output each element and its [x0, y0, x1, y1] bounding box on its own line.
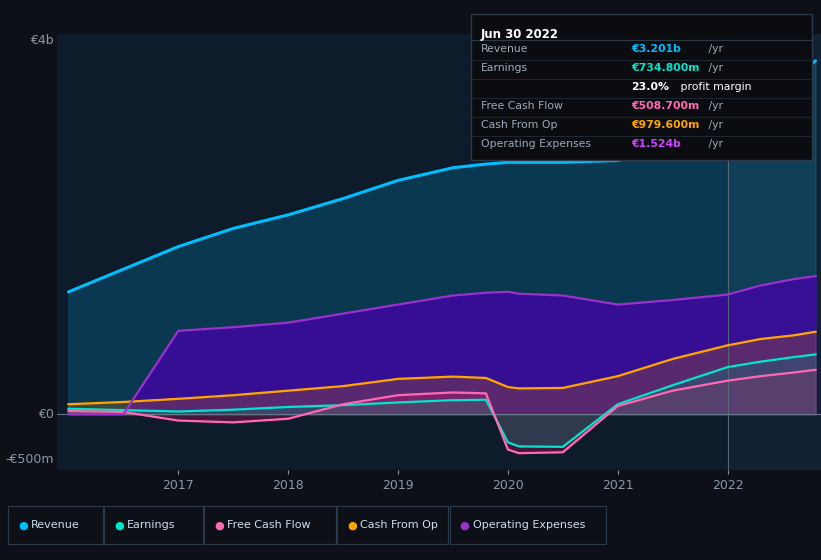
Text: €3.201b: €3.201b	[631, 44, 681, 54]
Text: ●: ●	[114, 520, 124, 530]
Text: profit margin: profit margin	[677, 82, 751, 92]
Text: Free Cash Flow: Free Cash Flow	[227, 520, 311, 530]
Bar	[727, 34, 821, 470]
Text: /yr: /yr	[705, 139, 723, 149]
Text: -€500m: -€500m	[5, 453, 53, 466]
Text: /yr: /yr	[705, 63, 723, 73]
Text: Free Cash Flow: Free Cash Flow	[481, 101, 563, 111]
Text: ●: ●	[18, 520, 28, 530]
Text: €979.600m: €979.600m	[631, 120, 699, 130]
Text: Earnings: Earnings	[481, 63, 528, 73]
Text: €508.700m: €508.700m	[631, 101, 699, 111]
Text: €1.524b: €1.524b	[631, 139, 681, 149]
Text: Earnings: Earnings	[127, 520, 176, 530]
Text: €4b: €4b	[30, 34, 53, 46]
Text: ●: ●	[214, 520, 224, 530]
Text: /yr: /yr	[705, 44, 723, 54]
Text: Operating Expenses: Operating Expenses	[481, 139, 591, 149]
Text: €0: €0	[38, 408, 53, 421]
Text: Cash From Op: Cash From Op	[360, 520, 438, 530]
Text: /yr: /yr	[705, 101, 723, 111]
Text: Jun 30 2022: Jun 30 2022	[481, 28, 559, 41]
Text: 23.0%: 23.0%	[631, 82, 669, 92]
Text: Cash From Op: Cash From Op	[481, 120, 557, 130]
Text: ●: ●	[460, 520, 470, 530]
Text: Operating Expenses: Operating Expenses	[473, 520, 585, 530]
Text: ●: ●	[347, 520, 357, 530]
Text: Revenue: Revenue	[31, 520, 80, 530]
Text: /yr: /yr	[705, 120, 723, 130]
Text: Revenue: Revenue	[481, 44, 529, 54]
Text: €734.800m: €734.800m	[631, 63, 699, 73]
